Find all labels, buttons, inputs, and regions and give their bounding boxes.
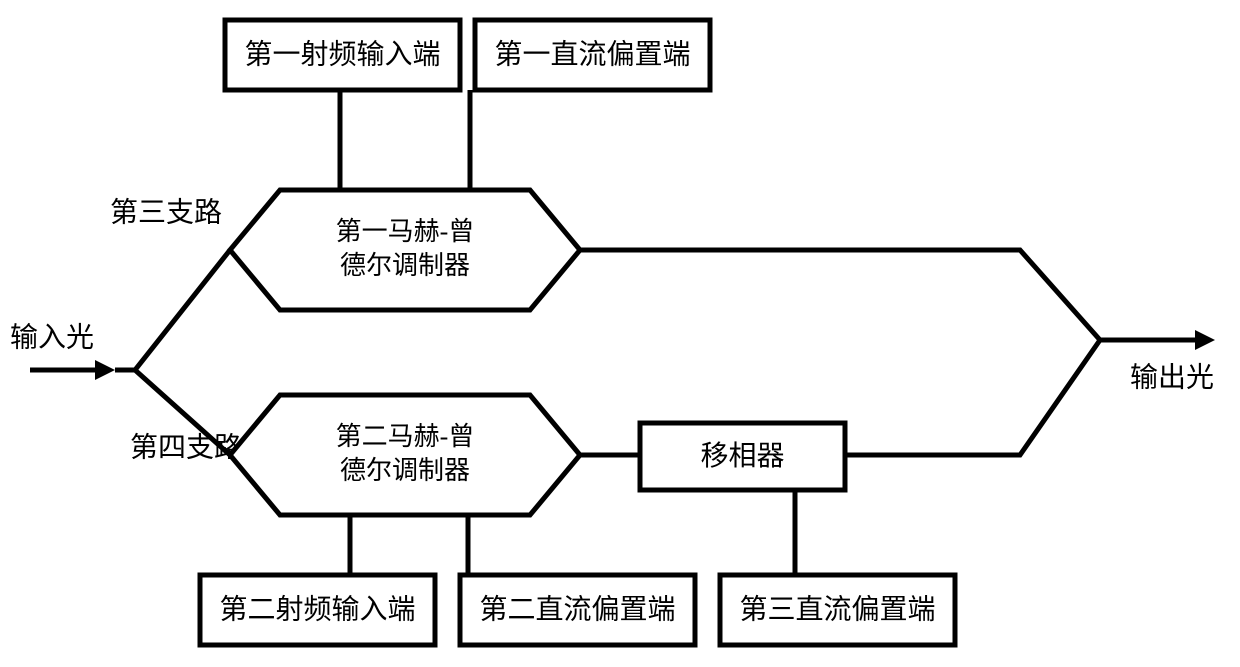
dc-bias-2-label: 第二直流偏置端: [479, 593, 675, 625]
mzm2-label-line2: 德尔调制器: [340, 456, 470, 485]
diagram-canvas: 输入光 第三支路 第四支路 第一马赫-曾 德尔调制器 第二马赫-曾 德尔调制器 …: [0, 0, 1240, 667]
path-upper-branch: [115, 250, 230, 370]
dc-bias-1-label: 第一直流偏置端: [494, 38, 690, 70]
mzm1-label-line2: 德尔调制器: [340, 251, 470, 280]
branch4-label: 第四支路: [130, 431, 242, 463]
path-upper-after-hex: [580, 250, 1100, 340]
dc-bias-3-label: 第三直流偏置端: [739, 593, 935, 625]
mzm1-label-line1: 第一马赫-曾: [336, 217, 475, 246]
branch3-label: 第三支路: [110, 196, 222, 228]
rf-input-1-label: 第一射频输入端: [244, 38, 440, 70]
input-light-label: 输入光: [10, 321, 94, 353]
path-lower-after-ps: [845, 340, 1100, 455]
mzm2-label-line1: 第二马赫-曾: [336, 422, 475, 451]
input-arrow: [30, 360, 115, 380]
output-arrow: [1100, 330, 1215, 350]
output-light-label: 输出光: [1130, 361, 1214, 393]
phase-shifter-label: 移相器: [700, 440, 784, 472]
rf-input-2-label: 第二射频输入端: [219, 593, 415, 625]
